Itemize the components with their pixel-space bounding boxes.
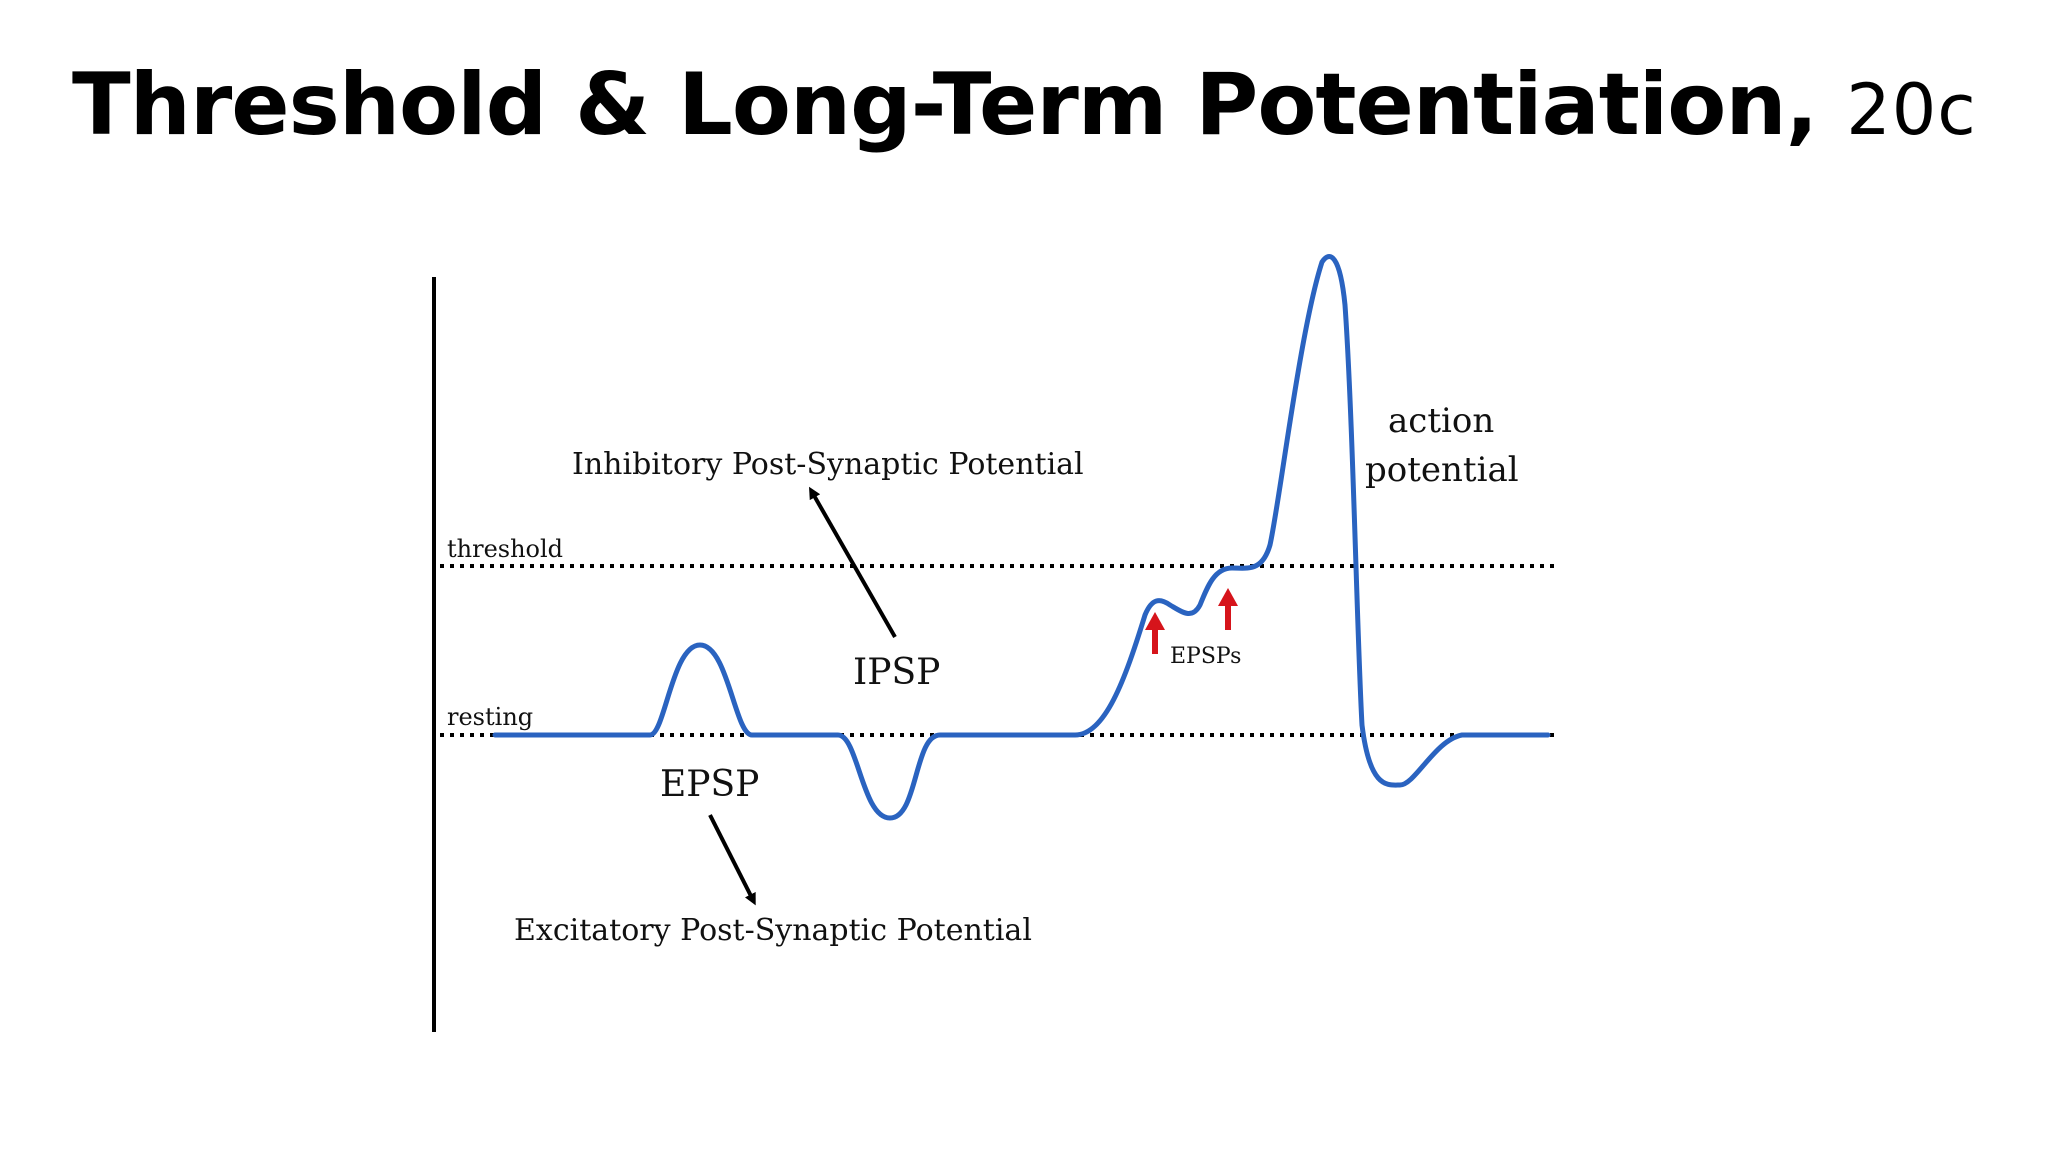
ipsp-arrow (809, 486, 897, 638)
resting-label: resting (447, 703, 533, 731)
ipsp-label: IPSP (853, 652, 940, 693)
red-arrow-up-icon (1145, 612, 1165, 654)
ipsp-full-label: Inhibitory Post-Synaptic Potential (572, 447, 1084, 482)
epsp-label: EPSP (660, 764, 759, 805)
action-potential-label-line1: action (1388, 401, 1494, 441)
title-main: Threshold & Long-Term Potentiation, (72, 55, 1847, 155)
title-suffix: 20c (1846, 69, 1977, 151)
slide-title: Threshold & Long-Term Potentiation, 20c (72, 62, 1977, 148)
red-arrow-up-icon (1218, 588, 1238, 630)
action-potential-label-line2: potential (1365, 450, 1519, 490)
epsp-arrow (708, 814, 756, 906)
epsp-full-label: Excitatory Post-Synaptic Potential (514, 913, 1032, 948)
epsps-label: EPSPs (1170, 644, 1241, 669)
threshold-label: threshold (447, 535, 563, 563)
potential-trace (492, 254, 1551, 821)
